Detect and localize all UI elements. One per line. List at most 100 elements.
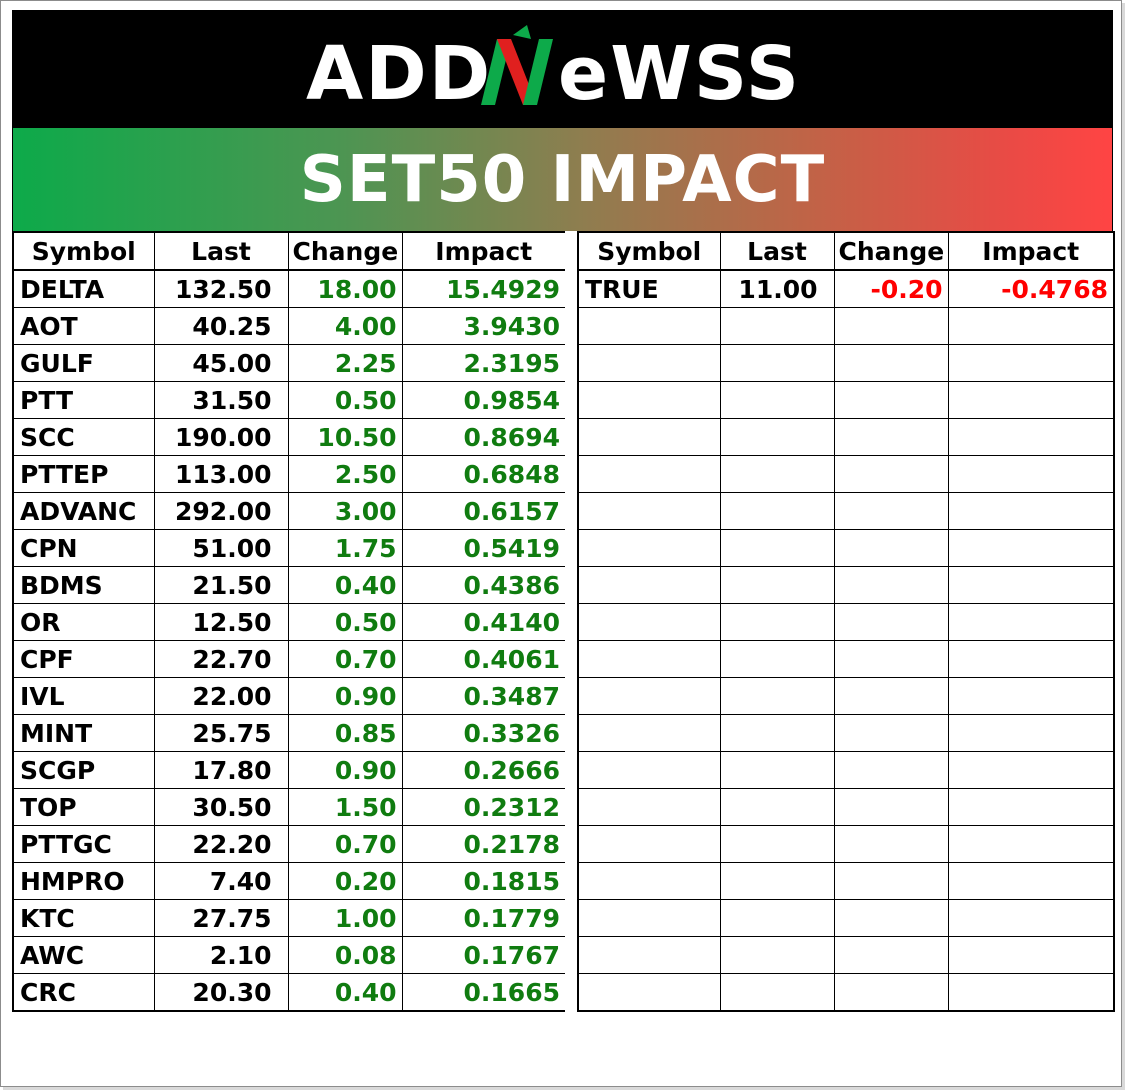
symbol-cell: [577, 640, 721, 678]
impact-cell: [947, 603, 1115, 641]
last-cell: 12.50: [153, 603, 289, 641]
impact-cell: 0.4140: [401, 603, 567, 641]
change-cell: [833, 381, 949, 419]
change-cell: [833, 566, 949, 604]
change-cell: [833, 714, 949, 752]
table-row: [577, 714, 1115, 752]
table-row: HMPRO 7.40 0.20 0.1815: [12, 862, 567, 900]
last-cell: [719, 529, 835, 567]
change-cell: [833, 529, 949, 567]
impact-cell: 0.8694: [401, 418, 567, 456]
last-cell: 31.50: [153, 381, 289, 419]
impact-cell: [947, 973, 1115, 1012]
last-cell: [719, 603, 835, 641]
last-cell: 51.00: [153, 529, 289, 567]
last-cell: [719, 418, 835, 456]
table-row: GULF 45.00 2.25 2.3195: [12, 344, 567, 382]
change-cell: 18.00: [287, 269, 403, 308]
table-row: AWC 2.10 0.08 0.1767: [12, 936, 567, 974]
symbol-cell: DELTA: [12, 269, 155, 308]
table-row: [577, 455, 1115, 493]
impact-cell: 0.6157: [401, 492, 567, 530]
change-cell: 0.50: [287, 603, 403, 641]
change-cell: 0.70: [287, 640, 403, 678]
last-cell: 22.00: [153, 677, 289, 715]
table-row: CPN 51.00 1.75 0.5419: [12, 529, 567, 567]
symbol-cell: TRUE: [577, 269, 721, 308]
symbol-cell: [577, 307, 721, 345]
change-cell: [833, 862, 949, 900]
symbol-cell: SCGP: [12, 751, 155, 789]
last-cell: 292.00: [153, 492, 289, 530]
table-row: [577, 381, 1115, 419]
table-row: [577, 492, 1115, 530]
impact-cell: [947, 566, 1115, 604]
table-row: PTT 31.50 0.50 0.9854: [12, 381, 567, 419]
gainers-table: Symbol Last Change Impact DELTA 132.50 18.…: [12, 231, 567, 1012]
last-cell: [719, 788, 835, 826]
col-header-impact: Impact: [401, 231, 567, 271]
impact-cell: 0.2666: [401, 751, 567, 789]
symbol-cell: PTT: [12, 381, 155, 419]
col-header-impact: Impact: [947, 231, 1115, 271]
table-row: SCGP 17.80 0.90 0.2666: [12, 751, 567, 789]
last-cell: 7.40: [153, 862, 289, 900]
symbol-cell: [577, 529, 721, 567]
col-header-symbol: Symbol: [577, 231, 721, 271]
last-cell: [719, 344, 835, 382]
table-row: [577, 566, 1115, 604]
table-row: [577, 677, 1115, 715]
change-cell: [833, 751, 949, 789]
change-cell: 2.25: [287, 344, 403, 382]
table-row: BDMS 21.50 0.40 0.4386: [12, 566, 567, 604]
impact-cell: 0.2312: [401, 788, 567, 826]
symbol-cell: GULF: [12, 344, 155, 382]
table-row: [577, 825, 1115, 863]
impact-cell: 15.4929: [401, 269, 567, 308]
symbol-cell: [577, 677, 721, 715]
logo-banner: ADD eWSS: [12, 10, 1113, 128]
table-row: OR 12.50 0.50 0.4140: [12, 603, 567, 641]
frame-shadow-right: [1122, 3, 1125, 1090]
losers-table: Symbol Last Change Impact TRUE 11.00 -0.20…: [577, 231, 1115, 1012]
change-cell: [833, 936, 949, 974]
change-cell: 0.50: [287, 381, 403, 419]
last-cell: [719, 566, 835, 604]
symbol-cell: [577, 862, 721, 900]
impact-cell: 3.9430: [401, 307, 567, 345]
table-row: [577, 344, 1115, 382]
last-cell: [719, 825, 835, 863]
change-cell: [833, 603, 949, 641]
symbol-cell: OR: [12, 603, 155, 641]
impact-cell: 0.9854: [401, 381, 567, 419]
change-cell: 1.50: [287, 788, 403, 826]
table-row: [577, 899, 1115, 937]
last-cell: 2.10: [153, 936, 289, 974]
addnewss-logo: ADD eWSS: [306, 25, 801, 117]
symbol-cell: [577, 751, 721, 789]
impact-cell: [947, 936, 1115, 974]
impact-cell: 0.1767: [401, 936, 567, 974]
last-cell: [719, 899, 835, 937]
change-cell: [833, 677, 949, 715]
impact-cell: 2.3195: [401, 344, 567, 382]
symbol-cell: AWC: [12, 936, 155, 974]
change-cell: 2.50: [287, 455, 403, 493]
change-cell: [833, 640, 949, 678]
col-header-last: Last: [719, 231, 835, 271]
table-row: [577, 751, 1115, 789]
table-row: [577, 973, 1115, 1012]
logo-text-right: eWSS: [558, 31, 801, 117]
table-row: [577, 307, 1115, 345]
table-row: [577, 418, 1115, 456]
logo-text-left: ADD: [306, 31, 492, 117]
symbol-cell: PTTGC: [12, 825, 155, 863]
change-cell: 0.70: [287, 825, 403, 863]
symbol-cell: IVL: [12, 677, 155, 715]
table-row: SCC 190.00 10.50 0.8694: [12, 418, 567, 456]
impact-cell: [947, 751, 1115, 789]
last-cell: 190.00: [153, 418, 289, 456]
symbol-cell: [577, 788, 721, 826]
last-cell: 17.80: [153, 751, 289, 789]
last-cell: 22.20: [153, 825, 289, 863]
